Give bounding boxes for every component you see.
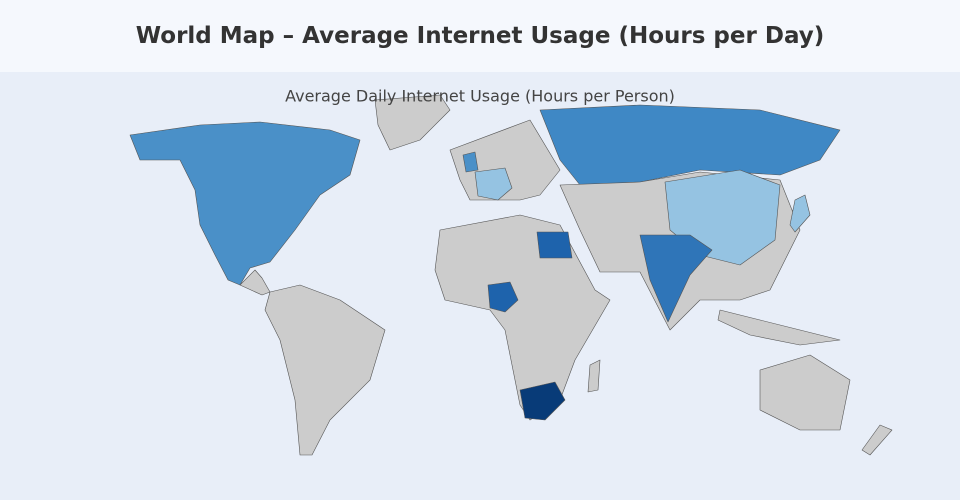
india: [639, 234, 713, 323]
france: [474, 167, 513, 201]
japan: [789, 194, 811, 233]
new-zealand: [861, 424, 893, 456]
greenland: [374, 94, 451, 151]
nigeria: [487, 281, 519, 313]
indonesia: [717, 309, 841, 346]
central-america: [239, 269, 271, 296]
uk: [462, 151, 479, 173]
russia: [539, 104, 841, 186]
map: Average Daily Internet Usage (Hours per …: [0, 72, 960, 500]
header-title: World Map – Average Internet Usage (Hour…: [0, 0, 960, 72]
map-title: Average Daily Internet Usage (Hours per …: [285, 87, 675, 106]
south-america: [264, 284, 386, 456]
madagascar: [587, 359, 601, 393]
south-africa: [519, 381, 566, 421]
north-america: [129, 121, 361, 286]
australia: [759, 354, 851, 431]
egypt: [536, 231, 573, 259]
